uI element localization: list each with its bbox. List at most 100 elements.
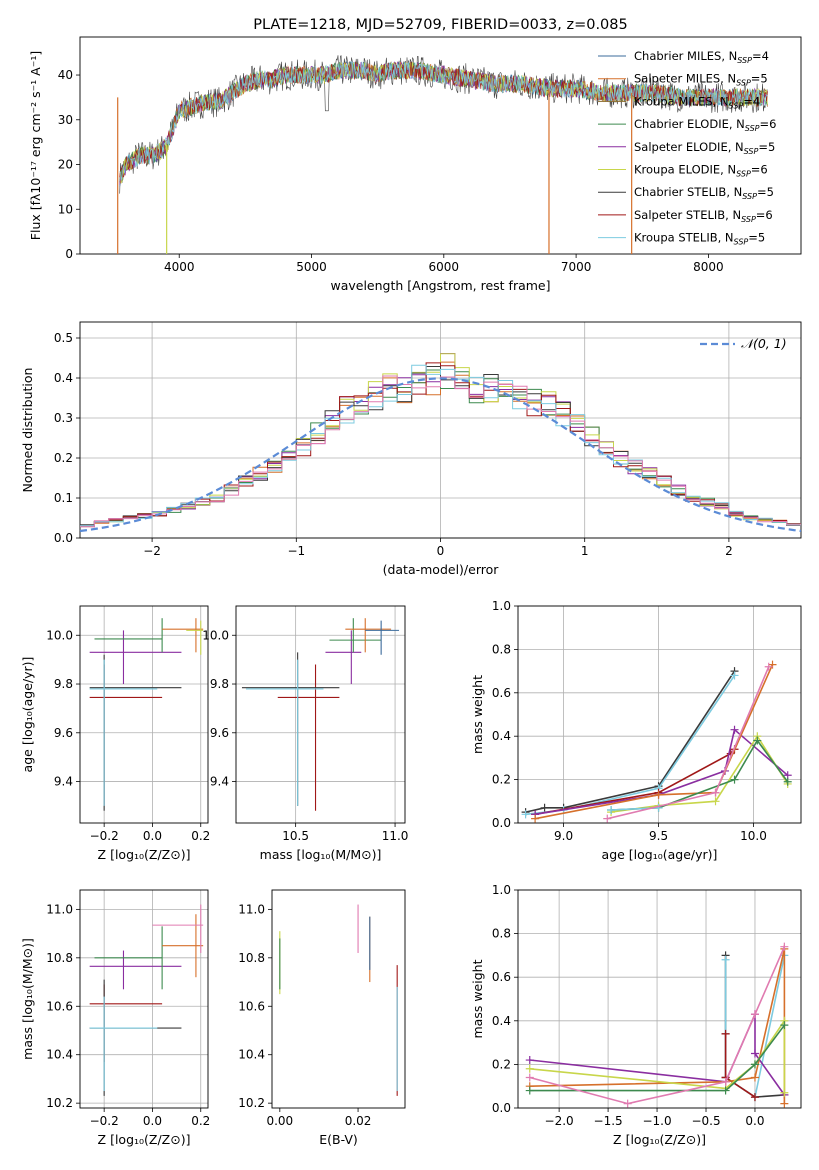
legend-entry-suffix: =5	[748, 231, 765, 245]
weight-line-3	[534, 728, 789, 816]
legend-entry-name: Kroupa STELIB, N	[634, 231, 734, 245]
weight-line-6	[529, 1024, 786, 1092]
mass_vs_Z-axes: −0.2 0.0 0.2 10.2 10.4 10.6 10.8 11.0 Z [log₁₀(Z…	[20, 889, 210, 1147]
y-tick-label: 0.4	[492, 729, 511, 743]
x-tick-label: 6000	[429, 260, 460, 274]
y-tick-label: 9.4	[210, 775, 229, 789]
y-tick-label: 0.6	[492, 686, 511, 700]
y-tick-label: 10.2	[46, 1096, 73, 1110]
legend-entry-suffix: =4	[752, 49, 769, 63]
legend-entry-name: Salpeter MILES, N	[634, 72, 736, 86]
weight-marker	[783, 777, 792, 786]
x-tick-label: 0.0	[143, 1114, 162, 1128]
y-tick-label: 10.0	[202, 628, 229, 642]
x-tick-label: −0.2	[90, 829, 119, 843]
chart-title: PLATE=1218, MJD=52709, FIBERID=0033, z=0…	[253, 17, 627, 33]
x-tick-label: −0.2	[90, 1114, 119, 1128]
x-axis-label: age [log₁₀(age/yr)]	[602, 847, 718, 862]
legend-entry-sub: SSP	[744, 147, 759, 156]
weight-marker	[721, 1086, 730, 1095]
x-tick-label: −1.0	[642, 1114, 671, 1128]
x-tick-label: 5000	[296, 260, 327, 274]
weight-marker	[603, 814, 612, 823]
y-axis-label: Normed distribution	[20, 368, 35, 493]
hist-step-5	[80, 362, 801, 528]
y-tick-label: 0.4	[54, 371, 73, 385]
legend-entry-name: Salpeter STELIB, N	[634, 208, 741, 222]
x-axis-label: Z [log₁₀(Z/Z⊙)]	[98, 847, 191, 862]
x-tick-label: 0.00	[266, 1114, 293, 1128]
weight-marker	[764, 662, 773, 671]
y-tick-label: 0.8	[492, 927, 511, 941]
y-tick-label: 10.6	[238, 999, 265, 1013]
weight-marker	[525, 1073, 534, 1082]
y-axis-label: mass weight	[470, 675, 485, 754]
x-tick-label: 1	[581, 544, 589, 558]
weight-marker	[780, 942, 789, 951]
weight-line-2	[534, 748, 736, 816]
y-tick-label: 10.4	[238, 1048, 265, 1062]
legend-entry-7: Salpeter STELIB, NSSP=6	[634, 208, 773, 224]
y-axis-label: mass weight	[470, 959, 485, 1038]
hist-step-7	[80, 375, 801, 528]
y-axis-label: age [log₁₀(age/yr)]	[20, 657, 35, 773]
plot-frame	[235, 605, 406, 824]
y-tick-label: 20	[58, 158, 73, 172]
plot-frame	[271, 889, 406, 1109]
x-tick-label: 10.0	[740, 829, 767, 843]
x-axis-label: mass [log₁₀(M/M⊙)]	[260, 847, 382, 862]
x-tick-label: −0.5	[691, 1114, 720, 1128]
x-tick-label: 11.0	[382, 829, 409, 843]
y-tick-label: 9.6	[210, 726, 229, 740]
y-tick-label: 0.6	[492, 970, 511, 984]
weight-marker	[750, 1049, 759, 1058]
legend-entry-name: Salpeter ELODIE, N	[634, 140, 744, 154]
x-tick-label: 7000	[561, 260, 592, 274]
legend-entry-suffix: =4	[743, 94, 760, 108]
y-tick-label: 10.4	[46, 1048, 73, 1062]
legend-entry-name: Kroupa MILES, N	[634, 94, 729, 108]
weight-marker	[730, 725, 739, 734]
legend-entry-sub: SSP	[736, 170, 751, 179]
mass_vs_EBV-axes: 0.00 0.02 10.2 10.4 10.6 10.8 11.0 E(B-V)	[238, 889, 406, 1147]
x-tick-label: 0.0	[745, 1114, 764, 1128]
x-axis-label: E(B-V)	[319, 1132, 358, 1147]
y-tick-label: 0.0	[54, 531, 73, 545]
massweight_vs_Z-axes: −2.0 −1.5 −1.0 −0.5 0.0 0.0 0.2 0.4 0.6 0.8 1.0 Z […	[470, 883, 802, 1147]
x-axis-label: Z [log₁₀(Z/Z⊙)]	[613, 1132, 706, 1147]
weight-line-4	[534, 664, 774, 820]
weight-marker	[780, 1088, 789, 1097]
y-tick-label: 0	[65, 247, 73, 261]
massweight_vs_age-axes: 9.0 9.5 10.0 0.0 0.2 0.4 0.6 0.8 1.0 age [log₁₀(a…	[470, 599, 802, 862]
legend-entry-suffix: =6	[760, 117, 777, 131]
x-tick-label: −1.5	[594, 1114, 623, 1128]
weight-marker	[623, 1099, 632, 1108]
y-tick-label: 0.0	[492, 816, 511, 830]
legend-entry-sub: SSP	[737, 56, 752, 65]
legend-entry-name: Chabrier STELIB, N	[634, 185, 742, 199]
spectrum-line-8	[119, 60, 768, 181]
x-tick-label: 8000	[693, 260, 724, 274]
hist-step-6	[80, 364, 801, 527]
legend-entry-sub: SSP	[736, 79, 751, 88]
legend-entry-name: Kroupa ELODIE, N	[634, 163, 736, 177]
legend-entry-4: Salpeter ELODIE, NSSP=5	[634, 140, 775, 156]
y-tick-label: 10.6	[46, 999, 73, 1013]
y-tick-label: 9.8	[54, 677, 73, 691]
y-tick-label: 10.8	[238, 951, 265, 965]
y-tick-label: 9.6	[54, 726, 73, 740]
legend-entry-sub: SSP	[729, 101, 744, 110]
weight-line-5	[610, 734, 789, 813]
weight-marker	[780, 1021, 789, 1030]
y-tick-label: 0.3	[54, 411, 73, 425]
weight-marker	[531, 814, 540, 823]
weight-marker	[753, 736, 762, 745]
weight-marker	[654, 790, 663, 799]
weight-marker	[750, 1010, 759, 1019]
x-tick-label: 0.0	[143, 829, 162, 843]
legend-entry-sub: SSP	[742, 192, 757, 201]
x-tick-label: 4000	[164, 260, 195, 274]
x-tick-label: 0	[437, 544, 445, 558]
y-tick-label: 0.8	[492, 642, 511, 656]
